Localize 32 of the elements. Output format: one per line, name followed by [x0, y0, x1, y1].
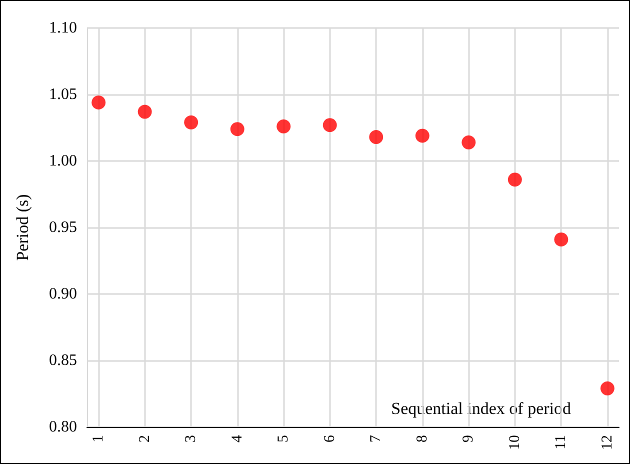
x-tick-label: 6 — [322, 434, 338, 442]
point — [138, 104, 152, 119]
point — [554, 232, 568, 246]
point — [276, 119, 291, 134]
y-tick-label: 0.85 — [49, 352, 77, 369]
point — [415, 128, 430, 143]
y-tick-label: 0.80 — [49, 418, 77, 436]
x-tick-label: 2 — [136, 435, 153, 442]
x-tick-label: 7 — [368, 434, 384, 442]
point — [230, 122, 244, 136]
x-tick-label: 11 — [553, 435, 570, 450]
point — [184, 115, 198, 130]
point — [369, 130, 384, 144]
point — [92, 95, 106, 110]
y-axis-title: Period (s) — [13, 194, 32, 261]
y-tick-label: 1.05 — [49, 86, 77, 103]
y-tick-label: 0.90 — [49, 286, 77, 302]
y-tick-label: 1.00 — [49, 152, 77, 170]
x-tick-label: 1 — [90, 435, 107, 442]
x-tick-label: 3 — [183, 435, 200, 442]
x-tick-label: 5 — [276, 435, 292, 442]
x-tick-label: 12 — [599, 435, 616, 450]
x-tick-label: 10 — [506, 435, 523, 450]
x-tick-label: 8 — [414, 435, 430, 442]
point — [462, 135, 476, 150]
point — [600, 381, 614, 396]
point — [322, 118, 337, 132]
point — [508, 172, 522, 187]
x-tick-label: 9 — [460, 435, 477, 442]
y-tick-label: 0.95 — [49, 219, 77, 236]
y-tick-label: 1.10 — [49, 20, 77, 36]
x-tick-label: 4 — [229, 434, 246, 442]
